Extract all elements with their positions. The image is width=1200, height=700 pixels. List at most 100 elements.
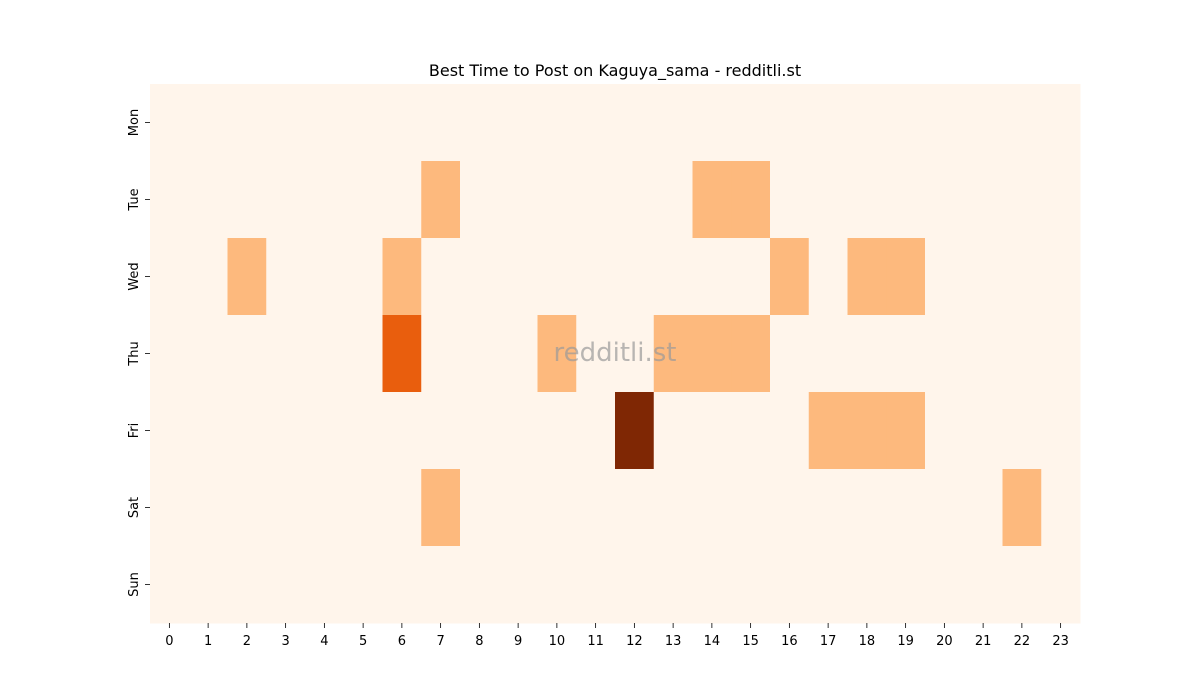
heatmap-cell-mon-23 bbox=[1041, 84, 1081, 162]
heatmap-cell-tue-22 bbox=[1002, 161, 1042, 239]
heatmap-cell-mon-7 bbox=[421, 84, 461, 162]
heatmap-cell-fri-19 bbox=[886, 392, 926, 470]
heatmap-cell-sat-6 bbox=[382, 469, 422, 547]
heatmap-cell-fri-18 bbox=[847, 392, 887, 470]
heatmap-cell-tue-4 bbox=[305, 161, 345, 239]
heatmap-cell-thu-18 bbox=[847, 315, 887, 393]
heatmap-cell-sat-12 bbox=[615, 469, 655, 547]
heatmap-cell-mon-11 bbox=[576, 84, 616, 162]
heatmap-cell-thu-19 bbox=[886, 315, 926, 393]
heatmap-cell-thu-16 bbox=[770, 315, 810, 393]
heatmap-cell-tue-21 bbox=[963, 161, 1003, 239]
heatmap-cell-sat-14 bbox=[692, 469, 732, 547]
heatmap-cell-thu-23 bbox=[1041, 315, 1081, 393]
heatmap-cell-mon-19 bbox=[886, 84, 926, 162]
heatmap-cell-fri-16 bbox=[770, 392, 810, 470]
heatmap-cell-sat-4 bbox=[305, 469, 345, 547]
heatmap-cell-sun-18 bbox=[847, 546, 887, 624]
heatmap-cell-wed-14 bbox=[692, 238, 732, 316]
heatmap-cell-mon-17 bbox=[808, 84, 848, 162]
x-tick-label: 8 bbox=[475, 634, 483, 649]
heatmap-cell-wed-13 bbox=[653, 238, 693, 316]
heatmap-cell-fri-0 bbox=[150, 392, 190, 470]
heatmap-cell-fri-17 bbox=[808, 392, 848, 470]
heatmap-cell-mon-21 bbox=[963, 84, 1003, 162]
heatmap-cell-tue-14 bbox=[692, 161, 732, 239]
heatmap-cell-sat-10 bbox=[537, 469, 577, 547]
heatmap-cell-sun-0 bbox=[150, 546, 190, 624]
x-tick-label: 7 bbox=[436, 634, 444, 649]
heatmap-cell-sat-20 bbox=[925, 469, 965, 547]
heatmap-cell-sat-3 bbox=[266, 469, 306, 547]
heatmap-cell-fri-2 bbox=[227, 392, 267, 470]
heatmap-cell-wed-11 bbox=[576, 238, 616, 316]
heatmap-cell-fri-11 bbox=[576, 392, 616, 470]
y-tick-label: Mon bbox=[127, 109, 142, 136]
heatmap-cell-tue-3 bbox=[266, 161, 306, 239]
x-tick-label: 11 bbox=[587, 634, 604, 649]
heatmap-cell-sun-17 bbox=[808, 546, 848, 624]
x-tick-label: 15 bbox=[742, 634, 759, 649]
heatmap-cell-thu-12 bbox=[615, 315, 655, 393]
heatmap-cell-wed-15 bbox=[731, 238, 771, 316]
heatmap-cell-sun-11 bbox=[576, 546, 616, 624]
heatmap-cell-wed-10 bbox=[537, 238, 577, 316]
heatmap-cell-wed-7 bbox=[421, 238, 461, 316]
heatmap-cell-thu-13 bbox=[653, 315, 693, 393]
x-tick-label: 16 bbox=[781, 634, 798, 649]
heatmap-cell-thu-20 bbox=[925, 315, 965, 393]
heatmap-cell-sun-8 bbox=[460, 546, 500, 624]
heatmap-cell-sat-13 bbox=[653, 469, 693, 547]
heatmap-cell-sat-8 bbox=[460, 469, 500, 547]
heatmap-cell-fri-10 bbox=[537, 392, 577, 470]
heatmap-cell-fri-20 bbox=[925, 392, 965, 470]
heatmap-cell-tue-9 bbox=[498, 161, 538, 239]
x-axis: 0 1 2 3 4 5 6 7 8 9 10 11 12 13 14 15 16 17 18 19 20 21 22 23 bbox=[165, 623, 1069, 649]
heatmap-cell-tue-17 bbox=[808, 161, 848, 239]
heatmap-cell-tue-7 bbox=[421, 161, 461, 239]
heatmap-cell-mon-15 bbox=[731, 84, 771, 162]
heatmap-cell-sun-21 bbox=[963, 546, 1003, 624]
y-tick-label: Sat bbox=[127, 497, 142, 518]
heatmap-cell-wed-12 bbox=[615, 238, 655, 316]
heatmap-cell-wed-21 bbox=[963, 238, 1003, 316]
heatmap-cell-wed-5 bbox=[343, 238, 383, 316]
heatmap-cell-sun-10 bbox=[537, 546, 577, 624]
heatmap-cell-sun-6 bbox=[382, 546, 422, 624]
x-tick-label: 18 bbox=[859, 634, 876, 649]
heatmap-cell-thu-6 bbox=[382, 315, 422, 393]
x-tick-label: 9 bbox=[514, 634, 522, 649]
heatmap-cell-mon-10 bbox=[537, 84, 577, 162]
heatmap-cell-fri-15 bbox=[731, 392, 771, 470]
heatmap-cell-sun-12 bbox=[615, 546, 655, 624]
heatmap-cell-fri-6 bbox=[382, 392, 422, 470]
heatmap-cell-wed-20 bbox=[925, 238, 965, 316]
heatmap-cell-tue-10 bbox=[537, 161, 577, 239]
heatmap-cell-fri-12 bbox=[615, 392, 655, 470]
heatmap-cell-thu-8 bbox=[460, 315, 500, 393]
heatmap-cell-mon-1 bbox=[188, 84, 228, 162]
heatmap-cell-tue-20 bbox=[925, 161, 965, 239]
heatmap-cell-wed-17 bbox=[808, 238, 848, 316]
x-tick-label: 2 bbox=[243, 634, 251, 649]
heatmap-cell-sat-22 bbox=[1002, 469, 1042, 547]
heatmap-cell-fri-7 bbox=[421, 392, 461, 470]
heatmap-cell-tue-5 bbox=[343, 161, 383, 239]
heatmap-cell-thu-2 bbox=[227, 315, 267, 393]
heatmap-cell-mon-4 bbox=[305, 84, 345, 162]
heatmap-cell-tue-23 bbox=[1041, 161, 1081, 239]
heatmap-cell-sun-1 bbox=[188, 546, 228, 624]
x-tick-label: 12 bbox=[626, 634, 643, 649]
y-tick-label: Wed bbox=[127, 262, 142, 290]
heatmap-cell-wed-3 bbox=[266, 238, 306, 316]
heatmap-cell-tue-12 bbox=[615, 161, 655, 239]
heatmap-cell-mon-13 bbox=[653, 84, 693, 162]
heatmap-cell-sun-5 bbox=[343, 546, 383, 624]
heatmap-cell-fri-1 bbox=[188, 392, 228, 470]
chart-title: Best Time to Post on Kaguya_sama - reddi… bbox=[429, 61, 801, 81]
heatmap-cell-thu-22 bbox=[1002, 315, 1042, 393]
heatmap-cell-tue-15 bbox=[731, 161, 771, 239]
heatmap-cell-sat-2 bbox=[227, 469, 267, 547]
heatmap-cell-mon-14 bbox=[692, 84, 732, 162]
